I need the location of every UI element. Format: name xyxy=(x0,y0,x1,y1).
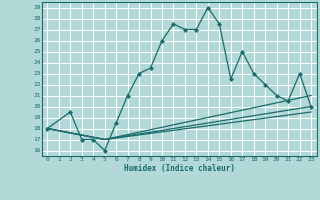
X-axis label: Humidex (Indice chaleur): Humidex (Indice chaleur) xyxy=(124,164,235,173)
